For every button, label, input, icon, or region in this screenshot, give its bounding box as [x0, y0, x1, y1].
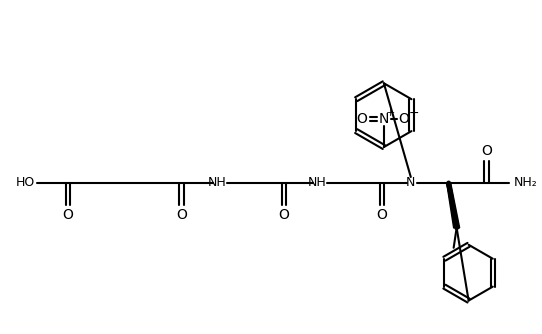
Text: O: O	[176, 208, 187, 222]
Text: O: O	[377, 208, 388, 222]
Text: NH: NH	[308, 176, 326, 189]
Text: HO: HO	[15, 176, 35, 189]
Text: NH: NH	[208, 176, 227, 189]
Text: O: O	[481, 144, 492, 158]
Text: −: −	[409, 107, 419, 120]
Text: O: O	[279, 208, 289, 222]
Text: O: O	[62, 208, 73, 222]
Text: +: +	[386, 108, 396, 118]
Text: N: N	[406, 176, 416, 189]
Text: N: N	[379, 112, 389, 126]
Polygon shape	[447, 183, 460, 228]
Text: NH₂: NH₂	[513, 176, 537, 189]
Text: O: O	[357, 112, 367, 126]
Text: O: O	[398, 112, 409, 126]
